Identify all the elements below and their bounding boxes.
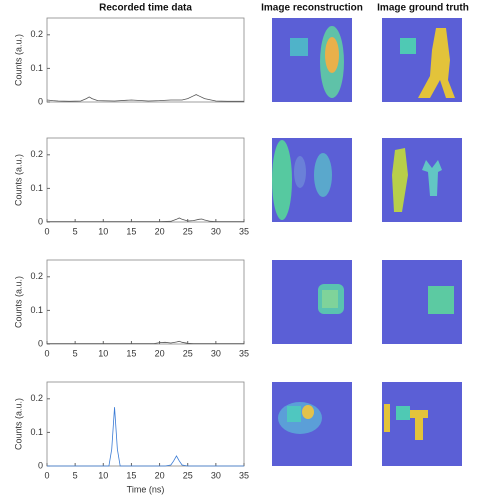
data-line — [47, 340, 244, 345]
y-tick-label: 0 — [38, 338, 43, 348]
ground-truth-image — [382, 138, 462, 222]
x-tick-label: 35 — [239, 226, 249, 236]
reconstruction-title: Image reconstruction — [261, 3, 363, 14]
y-tick-label: 0.1 — [30, 63, 43, 73]
x-tick-label: 35 — [239, 348, 249, 358]
plot-area — [46, 17, 245, 103]
reconstruction-image — [272, 18, 352, 102]
reconstruction-image — [272, 260, 352, 344]
x-tick-label: 15 — [126, 470, 136, 480]
x-tick-label: 30 — [211, 348, 221, 358]
x-tick-label: 25 — [183, 226, 193, 236]
x-tick-label: 25 — [183, 348, 193, 358]
y-axis-label: Counts (a.u.) — [13, 276, 23, 328]
x-tick-label: 20 — [155, 470, 165, 480]
plot-area — [46, 381, 245, 467]
x-tick-label: 0 — [44, 226, 49, 236]
x-tick-label: 5 — [73, 226, 78, 236]
plot-area — [46, 137, 245, 223]
ground-truth-image — [382, 382, 462, 466]
y-tick-label: 0.2 — [30, 393, 43, 403]
y-axis-label: Counts (a.u.) — [13, 398, 23, 450]
chart-title: Recorded time data — [99, 3, 192, 14]
y-tick-label: 0.2 — [30, 29, 43, 39]
ground-truth-image — [382, 18, 462, 102]
x-tick-label: 20 — [155, 348, 165, 358]
data-line — [47, 407, 244, 467]
x-tick-label: 5 — [73, 470, 78, 480]
y-tick-label: 0 — [38, 96, 43, 106]
x-tick-label: 30 — [211, 226, 221, 236]
x-axis-label: Time (ns) — [127, 484, 165, 494]
x-tick-label: 5 — [73, 348, 78, 358]
y-tick-label: 0.1 — [30, 183, 43, 193]
ground-truth-title: Image ground truth — [377, 3, 469, 14]
x-tick-label: 30 — [211, 470, 221, 480]
x-tick-label: 20 — [155, 226, 165, 236]
x-tick-label: 10 — [98, 226, 108, 236]
x-tick-label: 15 — [126, 348, 136, 358]
y-axis-label: Counts (a.u.) — [13, 154, 23, 206]
data-line — [46, 94, 244, 102]
x-tick-label: 10 — [98, 470, 108, 480]
reconstruction-image — [272, 138, 352, 222]
y-tick-label: 0 — [38, 216, 43, 226]
y-tick-label: 0.1 — [30, 427, 43, 437]
y-tick-label: 0 — [38, 460, 43, 470]
reconstruction-image — [272, 382, 352, 466]
y-tick-label: 0.2 — [30, 271, 43, 281]
x-tick-label: 10 — [98, 348, 108, 358]
x-tick-label: 0 — [44, 470, 49, 480]
x-tick-label: 25 — [183, 470, 193, 480]
ground-truth-image — [382, 260, 462, 344]
y-tick-label: 0.1 — [30, 305, 43, 315]
y-tick-label: 0.2 — [30, 149, 43, 159]
x-tick-label: 0 — [44, 348, 49, 358]
data-line — [47, 217, 244, 223]
x-tick-label: 35 — [239, 470, 249, 480]
x-tick-label: 15 — [126, 226, 136, 236]
plot-area — [46, 259, 245, 345]
y-axis-label: Counts (a.u.) — [13, 34, 23, 86]
